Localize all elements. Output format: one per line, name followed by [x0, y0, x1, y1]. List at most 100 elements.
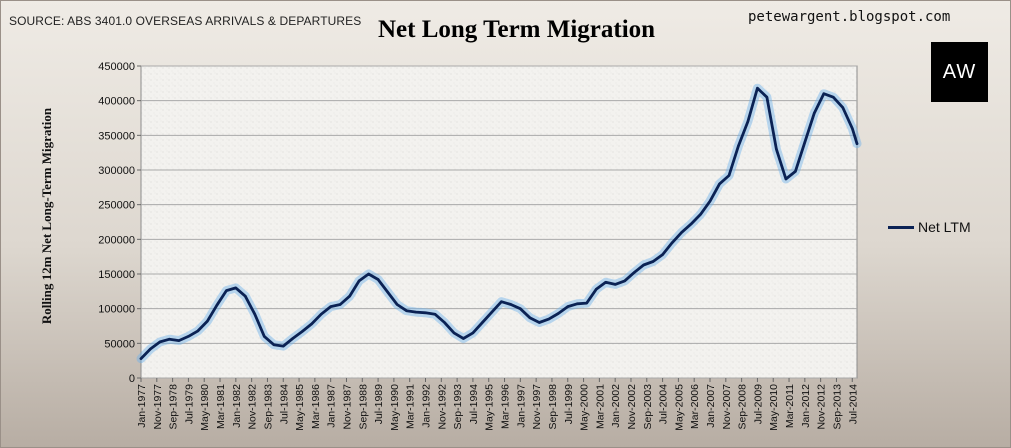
- data-point: [158, 340, 162, 344]
- data-point: [557, 312, 560, 315]
- logo-text: AW: [942, 60, 977, 83]
- data-point: [206, 319, 209, 323]
- x-tick-label: Jan-1997: [515, 384, 527, 428]
- data-point: [168, 338, 171, 341]
- data-point: [614, 283, 617, 286]
- data-point: [395, 303, 399, 306]
- data-point: [490, 310, 494, 314]
- data-point: [547, 317, 550, 321]
- data-point: [149, 347, 152, 351]
- legend-label: Net LTM: [918, 219, 971, 235]
- x-tick-label: Jul-2014: [847, 384, 859, 424]
- data-point: [282, 344, 285, 348]
- data-point: [775, 148, 778, 151]
- x-tick-label: Sep-1993: [452, 384, 464, 430]
- data-point: [339, 303, 342, 306]
- x-tick-label: Mar-2011: [784, 384, 796, 428]
- x-tick-label: Jan-2007: [705, 384, 717, 428]
- data-point: [651, 260, 655, 263]
- data-point: [234, 286, 237, 290]
- data-point: [585, 301, 588, 305]
- x-tick-label: Jul-1979: [183, 384, 195, 424]
- data-point: [310, 322, 313, 326]
- data-point: [386, 290, 389, 294]
- legend-swatch: [888, 225, 914, 229]
- data-point: [708, 200, 712, 203]
- data-point: [481, 321, 484, 324]
- data-point: [291, 337, 294, 340]
- x-tick-label: Jul-2004: [658, 384, 670, 424]
- x-tick-label: Jan-2012: [800, 384, 812, 428]
- x-tick-label: Sep-2013: [831, 384, 843, 430]
- data-point: [661, 253, 664, 256]
- data-point: [784, 177, 788, 181]
- data-point: [177, 339, 181, 342]
- x-tick-label: Mar-1986: [310, 384, 322, 429]
- data-point: [538, 321, 541, 324]
- data-point: [746, 120, 750, 123]
- data-point: [528, 316, 531, 319]
- data-point: [670, 241, 674, 244]
- x-tick-label: Nov-1982: [247, 384, 259, 430]
- y-tick-label: 50000: [104, 338, 135, 350]
- data-point: [452, 331, 456, 335]
- data-point: [642, 263, 645, 267]
- data-point: [851, 127, 854, 130]
- x-tick-label: Nov-2007: [721, 384, 733, 430]
- y-tick-label: 450000: [98, 61, 135, 73]
- data-point: [632, 271, 636, 274]
- x-tick-label: Jan-1987: [326, 384, 338, 428]
- x-tick-label: May-1980: [199, 384, 211, 431]
- y-tick-label: 400000: [98, 96, 135, 108]
- x-tick-label: Mar-1991: [405, 384, 417, 429]
- x-tick-label: May-2005: [673, 384, 685, 431]
- data-point: [803, 141, 806, 144]
- x-tick-label: Mar-1981: [215, 384, 227, 429]
- data-point: [794, 170, 797, 173]
- x-tick-label: May-2000: [579, 384, 591, 431]
- data-point: [187, 335, 190, 338]
- y-tick-label: 300000: [98, 165, 135, 177]
- data-point: [253, 313, 256, 316]
- data-point: [519, 307, 522, 310]
- data-point: [623, 279, 626, 283]
- x-tick-label: Jul-1984: [278, 384, 290, 424]
- y-tick-label: 0: [129, 373, 135, 385]
- data-point: [348, 295, 351, 298]
- data-point: [414, 310, 418, 314]
- data-point: [500, 300, 503, 303]
- data-point: [680, 231, 683, 234]
- x-tick-label: Mar-2001: [594, 384, 606, 429]
- x-tick-label: Nov-1992: [436, 384, 448, 430]
- data-point: [604, 281, 607, 284]
- x-tick-label: Sep-1998: [547, 384, 559, 430]
- data-point: [841, 106, 844, 109]
- x-tick-label: Jul-2009: [752, 384, 764, 424]
- site-url: petewargent.blogspot.com: [748, 9, 951, 25]
- data-point: [718, 182, 721, 186]
- data-point: [727, 174, 731, 177]
- data-point: [813, 111, 816, 115]
- legend: Net LTM: [888, 219, 971, 235]
- y-tick-label: 250000: [98, 200, 135, 212]
- data-point: [689, 222, 693, 226]
- x-tick-label: Sep-2008: [737, 384, 749, 430]
- data-point: [462, 337, 465, 340]
- chart-title: Net Long Term Migration: [378, 16, 656, 43]
- x-tick-label: Mar-1996: [500, 384, 512, 429]
- data-point: [301, 330, 304, 333]
- x-tick-label: Jul-1994: [468, 384, 480, 424]
- x-tick-label: Jan-1982: [231, 384, 243, 428]
- x-tick-label: Jan-1977: [136, 384, 148, 428]
- data-point: [196, 329, 200, 333]
- x-tick-label: Nov-1997: [531, 384, 543, 430]
- data-point: [765, 96, 769, 99]
- x-tick-label: Jul-1999: [563, 384, 575, 424]
- x-tick-label: Nov-2002: [626, 384, 638, 430]
- data-point: [424, 311, 427, 314]
- data-point: [225, 289, 228, 292]
- x-tick-label: Sep-1978: [168, 384, 180, 430]
- x-tick-label: Jan-2002: [610, 384, 622, 428]
- x-tick-label: May-2010: [768, 384, 780, 431]
- y-tick-label: 350000: [98, 130, 135, 142]
